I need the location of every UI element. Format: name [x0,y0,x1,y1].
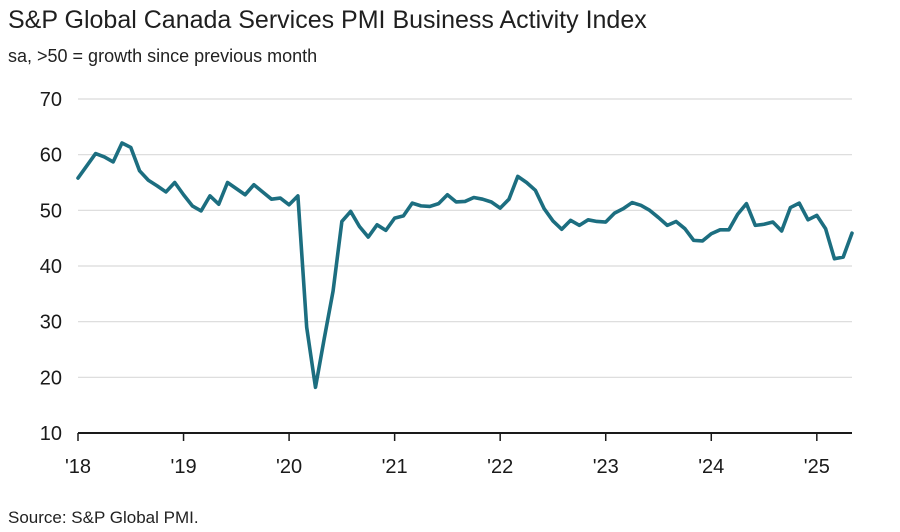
chart-subtitle: sa, >50 = growth since previous month [8,46,318,66]
x-tick-label: '25 [804,456,830,478]
x-tick-label: '21 [382,456,408,478]
gridlines [78,98,852,378]
y-axis-ticks: 10 20 30 40 50 60 70 [40,89,62,445]
x-tick-label: '23 [593,456,619,478]
y-tick-label: 70 [40,89,62,111]
x-axis: '18 '19 '20 '21 '22 '23 '24 '25 [65,432,852,478]
y-tick-label: 40 [40,256,62,278]
y-tick-label: 20 [40,367,62,389]
series-line [76,141,854,390]
y-tick-label: 50 [40,200,62,222]
x-tick-label: '24 [698,456,724,478]
y-tick-label: 60 [40,145,62,167]
series-layer [76,141,854,390]
x-tick-label: '18 [65,456,91,478]
x-tick-label: '20 [276,456,302,478]
chart-title: S&P Global Canada Services PMI Business … [8,6,647,34]
source-note: Source: S&P Global PMI. [8,508,199,527]
x-tick-label: '22 [487,456,513,478]
y-tick-label: 10 [40,423,62,445]
x-tick-label: '19 [171,456,197,478]
y-tick-label: 30 [40,312,62,334]
